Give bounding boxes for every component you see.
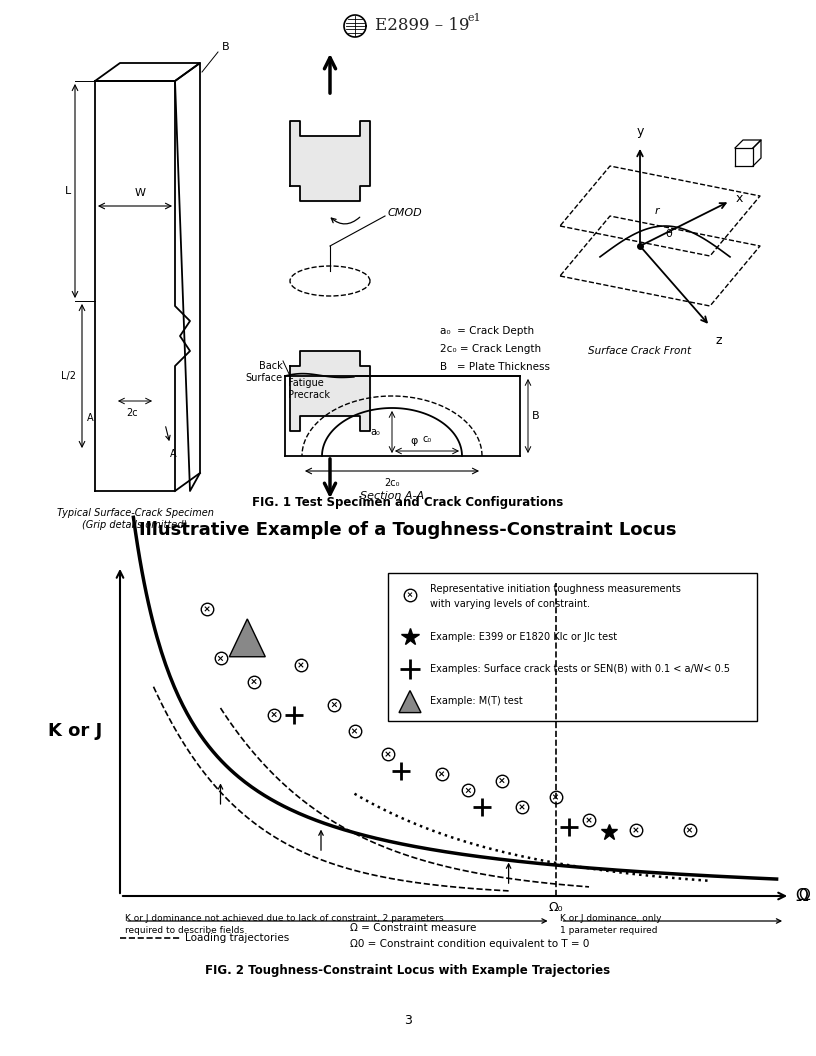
Text: A: A — [86, 413, 93, 423]
Text: a₀  = Crack Depth: a₀ = Crack Depth — [440, 326, 534, 336]
Text: Surface Crack Front: Surface Crack Front — [588, 346, 692, 356]
Text: Ω₀: Ω₀ — [548, 901, 563, 914]
Text: c₀: c₀ — [423, 434, 432, 444]
Text: x: x — [736, 191, 743, 205]
Text: Loading trajectories: Loading trajectories — [185, 934, 289, 943]
Text: Example: M(T) test: Example: M(T) test — [430, 696, 523, 705]
Text: 2c₀: 2c₀ — [384, 478, 400, 488]
Text: Fatigue
Precrack: Fatigue Precrack — [288, 378, 330, 399]
Text: θ: θ — [665, 229, 672, 239]
Text: Representative initiation toughness measurements: Representative initiation toughness meas… — [430, 584, 681, 593]
Text: FIG. 1 Test Specimen and Crack Configurations: FIG. 1 Test Specimen and Crack Configura… — [252, 496, 564, 509]
Text: with varying levels of constraint.: with varying levels of constraint. — [430, 599, 590, 608]
Polygon shape — [399, 691, 421, 713]
Text: K or J dominance not achieved due to lack of constraint, 2 parameters: K or J dominance not achieved due to lac… — [125, 914, 444, 923]
Text: a₀: a₀ — [370, 427, 380, 437]
Text: e1: e1 — [467, 13, 481, 23]
Text: r: r — [655, 206, 659, 216]
Text: 1 parameter required: 1 parameter required — [561, 926, 658, 935]
Text: z: z — [715, 334, 721, 347]
Text: A: A — [170, 449, 176, 459]
Text: 2c₀ = Crack Length: 2c₀ = Crack Length — [440, 344, 541, 354]
Text: Section A-A: Section A-A — [360, 491, 424, 501]
Text: K or J dominance, only: K or J dominance, only — [561, 914, 662, 923]
Text: φ: φ — [410, 436, 418, 446]
Text: L: L — [65, 186, 71, 196]
Polygon shape — [290, 351, 370, 431]
Bar — [388, 572, 756, 721]
Text: Examples: Surface crack tests or SEN(B) with 0.1 < a/W< 0.5: Examples: Surface crack tests or SEN(B) … — [430, 663, 730, 674]
Text: y: y — [636, 125, 644, 138]
Text: Ω: Ω — [798, 888, 809, 904]
Text: 2c: 2c — [126, 408, 138, 418]
Text: Typical Surface-Crack Specimen
(Grip details omitted): Typical Surface-Crack Specimen (Grip det… — [56, 508, 214, 530]
Text: K or J: K or J — [48, 722, 102, 740]
Text: Ω = Constraint measure: Ω = Constraint measure — [350, 923, 477, 934]
Polygon shape — [290, 121, 370, 201]
Text: Ω0 = Constraint condition equivalent to T = 0: Ω0 = Constraint condition equivalent to … — [350, 939, 589, 949]
Text: Illustrative Example of a Toughness-Constraint Locus: Illustrative Example of a Toughness-Cons… — [140, 521, 676, 539]
Text: B   = Plate Thickness: B = Plate Thickness — [440, 362, 550, 372]
Text: Ω: Ω — [795, 887, 808, 905]
Text: 3: 3 — [404, 1015, 412, 1027]
Text: W: W — [135, 188, 145, 199]
Text: B: B — [222, 42, 229, 52]
Text: B: B — [532, 411, 539, 421]
Polygon shape — [229, 619, 265, 657]
Text: L/2: L/2 — [60, 371, 76, 381]
Text: E2899 – 19: E2899 – 19 — [375, 18, 469, 35]
Text: Back
Surface: Back Surface — [246, 361, 283, 382]
Text: required to describe fields: required to describe fields — [125, 926, 244, 935]
Text: CMOD: CMOD — [388, 208, 423, 218]
Text: FIG. 2 Toughness-Constraint Locus with Example Trajectories: FIG. 2 Toughness-Constraint Locus with E… — [206, 964, 610, 977]
Text: Example: E399 or E1820 KIc or JIc test: Example: E399 or E1820 KIc or JIc test — [430, 631, 617, 642]
